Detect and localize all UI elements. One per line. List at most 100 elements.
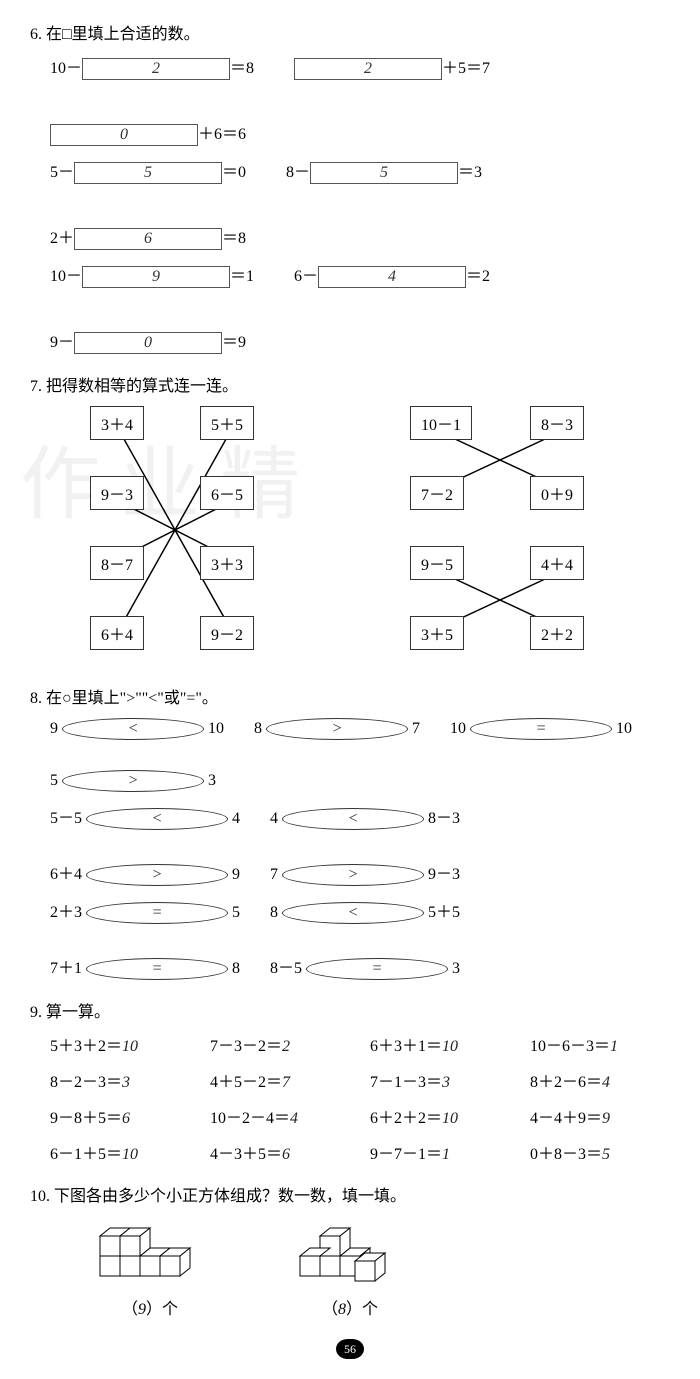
q9-expr: 10－6－3＝1 [530,1032,670,1056]
q6-body: 10－2＝82＋5＝70＋6＝65－5＝08－5＝32＋6＝810－9＝16－4… [30,54,670,354]
match-expr: 3＋3 [200,546,254,580]
q9-expr: 6－1＋5＝10 [50,1140,190,1164]
compare-circle: < [86,808,228,830]
match-expr: 8－3 [530,406,584,440]
compare-circle: > [86,864,228,886]
expr-box: 3＋5 [410,616,464,650]
q6-expr: 9－0＝9 [50,328,246,354]
q9-expr: 4＋5－2＝7 [210,1068,350,1092]
fill-box: 9 [82,266,230,288]
calc-answer: 5 [602,1146,610,1163]
question-9: 9. 算一算。 5＋3＋2＝107－3－2＝26＋3＋1＝1010－6－3＝18… [30,998,670,1164]
cube-group-1: （9）个 [90,1216,210,1319]
cube-figure-1-icon [90,1216,210,1286]
q8-expr: 8 < 5＋5 [270,898,460,924]
q9-expr: 8＋2－6＝4 [530,1068,670,1092]
q8-expr: 4 < 8－3 [270,804,460,830]
q9-expr: 8－2－3＝3 [50,1068,190,1092]
q8-expr: 5－5 < 4 [50,804,240,830]
calc-answer: 10 [442,1110,458,1127]
q8-expr: 8 > 7 [254,718,420,740]
page-number: 56 [336,1339,364,1359]
fill-box: 0 [74,332,222,354]
q8-body: 9 < 108 > 710 = 105 > 35－5 < 44 < 8－36＋4… [30,718,670,980]
match-expr: 2＋2 [530,616,584,650]
cube-figure-2-icon [290,1216,410,1286]
q9-title: 9. 算一算。 [30,998,670,1022]
compare-circle: = [306,958,448,980]
q9-expr: 7－3－2＝2 [210,1032,350,1056]
expr-box: 3＋4 [90,406,144,440]
q6-expr: 10－2＝8 [50,54,254,80]
match-expr: 6＋4 [90,616,144,650]
fill-box: 2 [82,58,230,80]
q6-expr: 2＋6＝8 [50,224,246,250]
match-expr: 9－5 [410,546,464,580]
expr-box: 4＋4 [530,546,584,580]
q9-expr: 4－4＋9＝9 [530,1104,670,1128]
q10-title: 10. 下图各由多少个小正方体组成？数一数，填一填。 [30,1182,670,1206]
fill-box: 2 [294,58,442,80]
q9-expr: 0＋8－3＝5 [530,1140,670,1164]
fill-box: 5 [74,162,222,184]
expr-box: 9－5 [410,546,464,580]
calc-answer: 1 [610,1038,618,1055]
q8-expr: 9 < 10 [50,718,224,740]
expr-box: 7－2 [410,476,464,510]
expr-box: 5＋5 [200,406,254,440]
q8-expr: 5 > 3 [50,770,216,792]
question-7: 7. 把得数相等的算式连一连。 3＋45＋59－36－58－73＋36＋49－2… [30,372,670,666]
q6-expr: 0＋6＝6 [50,120,246,146]
compare-circle: = [86,958,228,980]
calc-answer: 10 [122,1146,138,1163]
calc-answer: 10 [122,1038,138,1055]
expr-box: 8－7 [90,546,144,580]
q9-expr: 10－2－4＝4 [210,1104,350,1128]
compare-circle: < [62,718,204,740]
fill-box: 4 [318,266,466,288]
q9-expr: 6＋2＋2＝10 [370,1104,510,1128]
calc-answer: 2 [282,1038,290,1055]
compare-circle: < [282,808,424,830]
cube-ans-1-value: 9 [138,1301,146,1318]
q6-expr: 2＋5＝7 [294,54,490,80]
question-6: 6. 在□里填上合适的数。 10－2＝82＋5＝70＋6＝65－5＝08－5＝3… [30,20,670,354]
match-expr: 4＋4 [530,546,584,580]
match-expr: 7－2 [410,476,464,510]
match-expr: 9－3 [90,476,144,510]
q8-expr: 7＋1 = 8 [50,954,240,980]
calc-answer: 1 [442,1146,450,1163]
q9-expr: 9－7－1＝1 [370,1140,510,1164]
q9-body: 5＋3＋2＝107－3－2＝26＋3＋1＝1010－6－3＝18－2－3＝34＋… [30,1032,670,1164]
q7-title: 7. 把得数相等的算式连一连。 [30,372,670,396]
expr-box: 6＋4 [90,616,144,650]
q8-expr: 7 > 9－3 [270,860,460,886]
fill-box: 5 [310,162,458,184]
cube-ans-2-value: 8 [338,1301,346,1318]
q9-expr: 7－1－3＝3 [370,1068,510,1092]
q8-expr: 10 = 10 [450,718,632,740]
match-expr: 3＋4 [90,406,144,440]
q8-expr: 8－5 = 3 [270,954,460,980]
calc-answer: 3 [442,1074,450,1091]
q9-expr: 9－8＋5＝6 [50,1104,190,1128]
compare-circle: < [282,902,424,924]
cube-answer-1: （9）个 [90,1295,210,1319]
expr-box: 10－1 [410,406,472,440]
cube-answer-2: （8）个 [290,1295,410,1319]
page-footer: 56 [30,1339,670,1359]
expr-box: 6－5 [200,476,254,510]
q8-title: 8. 在○里填上">""<"或"="。 [30,684,670,708]
fill-box: 6 [74,228,222,250]
q7-match: 3＋45＋59－36－58－73＋36＋49－210－18－37－20＋99－5… [50,406,670,666]
calc-answer: 7 [282,1074,290,1091]
compare-circle: = [470,718,612,740]
cube-unit-2: 个 [362,1301,378,1318]
expr-box: 9－3 [90,476,144,510]
match-expr: 0＋9 [530,476,584,510]
match-expr: 5＋5 [200,406,254,440]
question-10: 10. 下图各由多少个小正方体组成？数一数，填一填。 [30,1182,670,1319]
match-expr: 3＋5 [410,616,464,650]
compare-circle: > [62,770,204,792]
q6-expr: 10－9＝1 [50,262,254,288]
